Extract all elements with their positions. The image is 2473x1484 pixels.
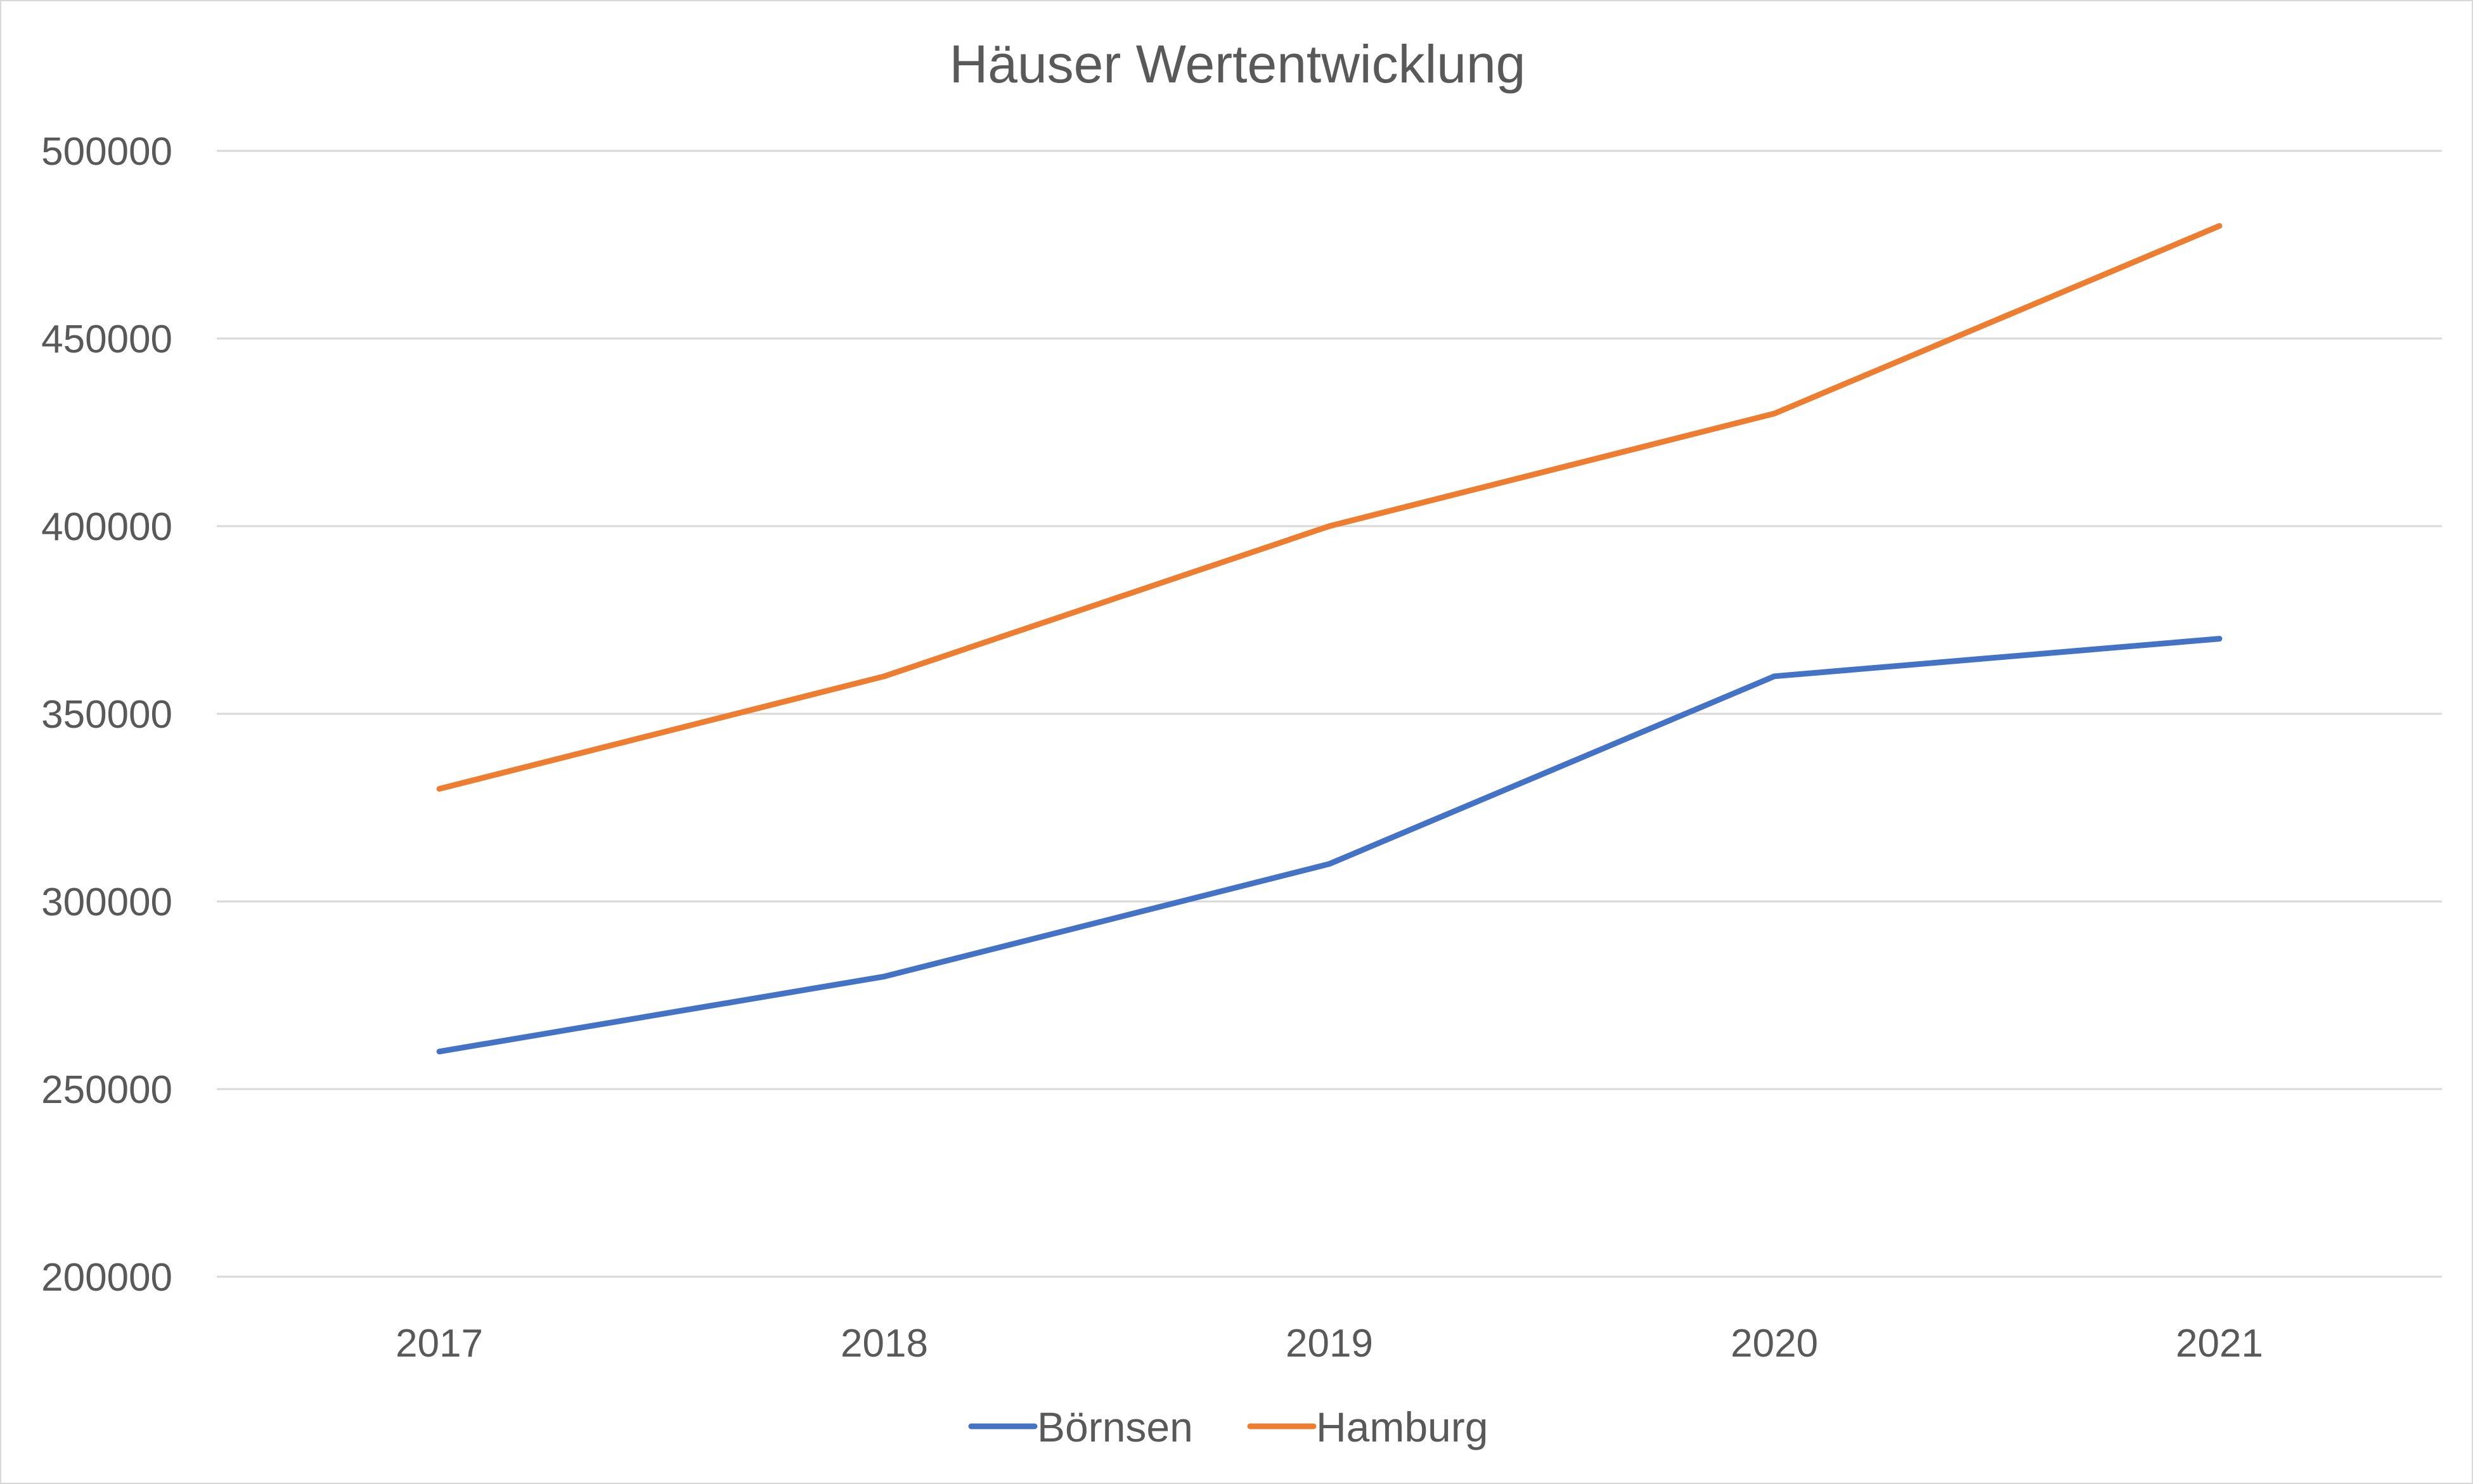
x-tick-label: 2020	[1731, 1322, 1818, 1365]
x-tick-label: 2021	[2176, 1322, 2263, 1365]
y-tick-label: 300000	[41, 881, 172, 924]
y-tick-label: 250000	[41, 1068, 172, 1112]
series-line-b-rnsen	[436, 636, 2223, 1055]
x-tick-label: 2019	[1286, 1322, 1373, 1365]
y-tick-label: 400000	[41, 505, 172, 549]
x-tick-label: 2017	[396, 1322, 483, 1365]
y-tick-label: 500000	[41, 130, 172, 174]
legend-label: Hamburg	[1316, 1403, 1488, 1450]
y-tick-label: 200000	[41, 1256, 172, 1300]
y-tick-label: 350000	[41, 693, 172, 737]
y-axis-tick-labels: 200000 250000 300000 350000 400000 450000 5000…	[41, 130, 172, 1300]
y-tick-label: 450000	[41, 318, 172, 361]
legend: Börnsen Hamburg	[968, 1403, 1488, 1450]
x-tick-label: 2018	[841, 1322, 928, 1365]
x-axis-tick-labels: 2017 2018 2019 2020 2021	[396, 1322, 2263, 1365]
chart-title: Häuser Wertentwicklung	[950, 34, 1526, 94]
series-line-hamburg	[436, 223, 2223, 792]
gridlines	[217, 150, 2442, 1278]
legend-label: Börnsen	[1037, 1403, 1193, 1450]
series-lines	[436, 223, 2223, 1055]
